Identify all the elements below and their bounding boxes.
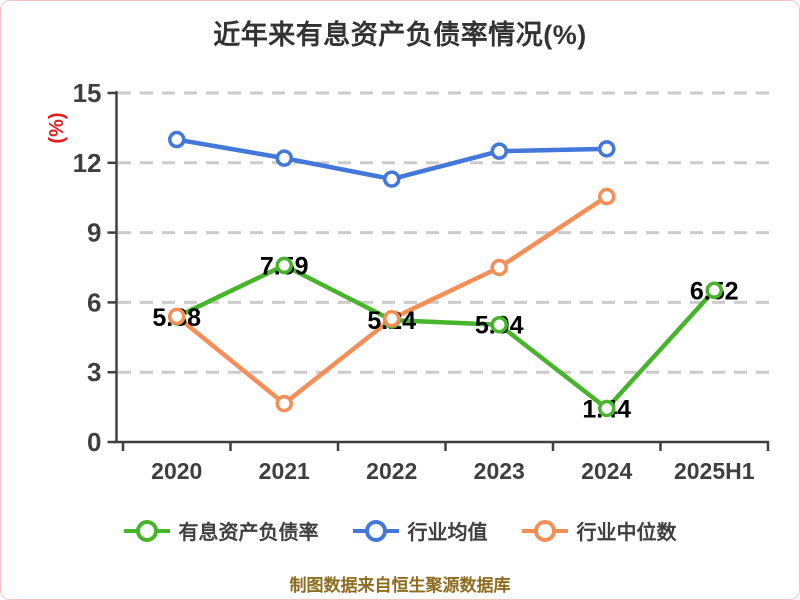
- data-labels: 5.387.595.245.041.446.52: [152, 252, 738, 423]
- legend-item-interest-bearing-debt-ratio: 有息资产负债率: [123, 516, 319, 545]
- line-circle-marker-icon: [352, 519, 399, 542]
- x-tick-label: 2022: [366, 458, 417, 484]
- legend-item-industry-mean: 行业均值: [352, 516, 488, 545]
- data-point-marker: [383, 170, 401, 188]
- y-tick-label: 6: [87, 287, 101, 317]
- y-axis-title: (%): [46, 112, 68, 143]
- data-point-marker: [490, 315, 508, 334]
- y-tick-label: 15: [73, 78, 102, 108]
- data-point-marker: [275, 394, 293, 413]
- data-point-marker: [168, 130, 186, 149]
- gridlines: [118, 91, 771, 374]
- data-point-marker: [275, 149, 293, 167]
- series-markers-1: [168, 130, 616, 188]
- line-circle-marker-icon: [123, 519, 170, 542]
- data-point-marker: [598, 399, 616, 418]
- data-point-marker: [598, 187, 616, 206]
- y-tick-label: 0: [87, 427, 101, 457]
- data-point-marker: [168, 307, 186, 326]
- data-point-marker: [490, 142, 508, 160]
- data-point-marker: [598, 140, 616, 158]
- x-tick-label: 2024: [581, 458, 632, 484]
- x-tick-label: 2025H1: [674, 458, 755, 484]
- x-tick-label: 2021: [259, 458, 310, 484]
- data-point-marker: [383, 309, 401, 328]
- x-tick-label: 2023: [474, 458, 525, 484]
- line-circle-marker-icon: [521, 519, 568, 542]
- legend-label: 有息资产负债率: [178, 522, 319, 544]
- chart-title: 近年来有息资产负债率情况(%): [213, 20, 587, 50]
- y-tick-label: 12: [73, 148, 102, 178]
- legend-label: 行业均值: [407, 522, 488, 544]
- y-tick-label: 9: [87, 218, 101, 248]
- source-note: 制图数据来自恒生聚源数据库: [289, 576, 511, 595]
- data-point-marker: [705, 281, 723, 300]
- legend-item-industry-median: 行业中位数: [521, 516, 677, 545]
- axes: 0 3 6 9 12 15 2020 2021 2022 2023 2024 2025H1: [73, 78, 770, 484]
- legend: 有息资产负债率 行业均值 行业中位数: [1, 516, 799, 545]
- x-tick-label: 2020: [151, 458, 202, 484]
- data-point-marker: [275, 256, 293, 275]
- legend-label: 行业中位数: [576, 522, 677, 544]
- series-markers-2: [168, 187, 616, 413]
- data-point-marker: [490, 258, 508, 277]
- series-line-0: [174, 263, 717, 411]
- y-tick-label: 3: [87, 357, 101, 387]
